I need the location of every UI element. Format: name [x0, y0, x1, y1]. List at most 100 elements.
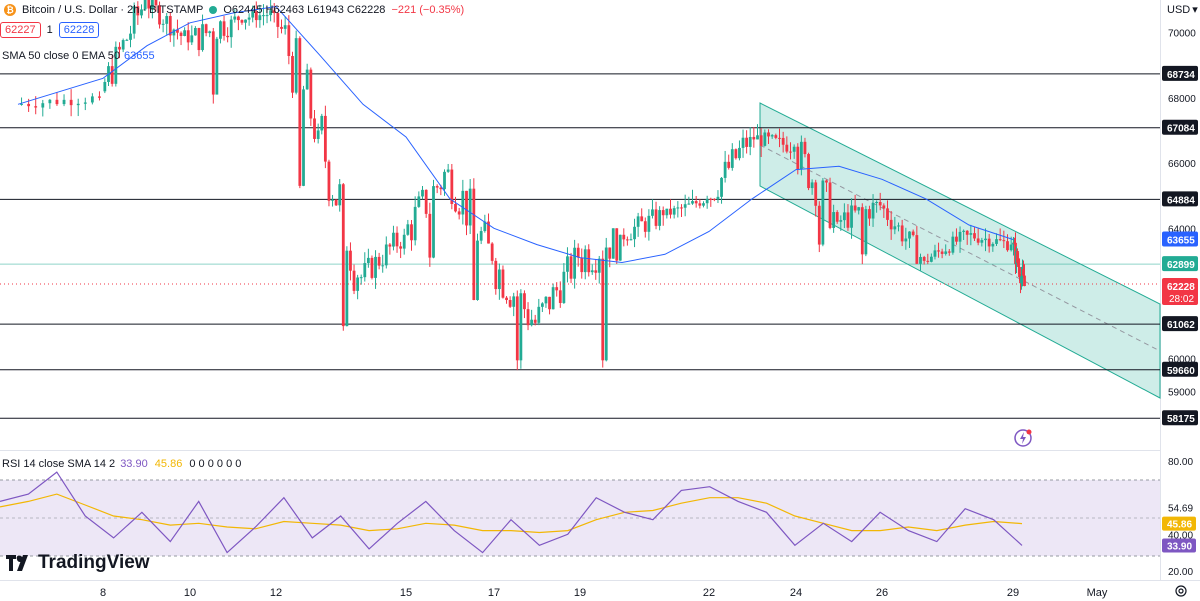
candle-body[interactable] [727, 161, 731, 168]
candle-body[interactable] [287, 25, 291, 57]
candle-body[interactable] [424, 189, 428, 214]
candle-body[interactable] [366, 257, 370, 264]
candle-body[interactable] [864, 209, 868, 255]
candle-body[interactable] [62, 99, 66, 105]
candle-body[interactable] [622, 234, 626, 240]
candle-body[interactable] [853, 205, 857, 211]
candle-body[interactable] [969, 233, 973, 235]
candle-body[interactable] [269, 10, 273, 16]
candle-body[interactable] [413, 206, 417, 241]
candle-body[interactable] [919, 256, 922, 264]
candle-body[interactable] [908, 231, 911, 239]
candle-body[interactable] [1020, 276, 1023, 284]
candle-body[interactable] [211, 31, 215, 95]
candle-body[interactable] [190, 35, 194, 43]
candle-body[interactable] [272, 10, 276, 14]
rsi-ma-line[interactable] [0, 493, 1023, 534]
candle-body[interactable] [483, 221, 487, 232]
candle-body[interactable] [158, 5, 161, 25]
candle-body[interactable] [338, 184, 342, 206]
candle-body[interactable] [254, 11, 258, 21]
candle-body[interactable] [215, 38, 219, 95]
candle-body[interactable] [929, 256, 933, 262]
candle-body[interactable] [683, 204, 687, 208]
candle-body[interactable] [320, 115, 324, 131]
candle-body[interactable] [69, 99, 73, 106]
candle-body[interactable] [48, 99, 52, 104]
candle-body[interactable] [583, 249, 587, 273]
sma-50-line[interactable] [17, 5, 1014, 264]
candle-body[interactable] [136, 6, 140, 16]
candle-body[interactable] [370, 257, 374, 278]
candle-body[interactable] [991, 243, 995, 247]
tradingview-logo[interactable]: TradingView [6, 552, 150, 574]
candle-body[interactable] [540, 303, 544, 307]
candle-body[interactable] [201, 24, 204, 51]
candle-body[interactable] [687, 203, 691, 205]
candle-body[interactable] [558, 290, 562, 303]
candle-body[interactable] [505, 297, 508, 301]
candle-body[interactable] [461, 190, 465, 215]
candle-body[interactable] [878, 201, 882, 206]
candle-body[interactable] [118, 46, 121, 50]
candle-body[interactable] [1009, 244, 1013, 251]
candle-body[interactable] [468, 188, 472, 226]
candle-body[interactable] [377, 256, 381, 266]
candle-body[interactable] [789, 151, 792, 153]
candle-body[interactable] [219, 21, 222, 39]
candle-body[interactable] [537, 306, 541, 323]
candle-body[interactable] [392, 232, 395, 247]
candle-body[interactable] [519, 293, 523, 361]
candle-body[interactable] [933, 250, 937, 257]
candle-body[interactable] [886, 208, 889, 220]
candle-body[interactable] [548, 296, 551, 310]
candle-body[interactable] [90, 96, 94, 103]
candle-body[interactable] [421, 189, 424, 197]
candle-body[interactable] [247, 17, 251, 20]
candle-body[interactable] [730, 149, 734, 168]
candle-body[interactable] [388, 244, 392, 247]
candle-body[interactable] [197, 28, 201, 51]
candle-body[interactable] [41, 103, 45, 108]
candle-body[interactable] [850, 205, 853, 228]
candle-body[interactable] [580, 257, 584, 273]
candle-body[interactable] [601, 258, 605, 361]
candle-body[interactable] [1002, 240, 1006, 242]
candle-body[interactable] [998, 239, 1002, 241]
candle-body[interactable] [1018, 267, 1021, 277]
candle-body[interactable] [955, 236, 958, 242]
candle-body[interactable] [316, 130, 320, 139]
candle-body[interactable] [280, 26, 283, 29]
candle-body[interactable] [435, 186, 439, 188]
candle-body[interactable] [799, 141, 803, 170]
candle-body[interactable] [125, 39, 129, 41]
sell-button[interactable]: 62227 [0, 22, 41, 38]
candle-body[interactable] [770, 135, 774, 137]
candle-body[interactable] [172, 29, 176, 36]
candle-body[interactable] [846, 212, 850, 228]
candle-body[interactable] [594, 270, 598, 273]
candle-body[interactable] [1023, 275, 1026, 287]
candle-body[interactable] [893, 226, 897, 230]
candle-body[interactable] [629, 239, 633, 241]
candle-body[interactable] [915, 235, 919, 264]
candle-body[interactable] [262, 15, 265, 17]
candle-body[interactable] [587, 249, 591, 273]
candle-body[interactable] [472, 188, 476, 300]
candle-body[interactable] [476, 240, 479, 300]
candle-body[interactable] [490, 243, 494, 261]
candle-body[interactable] [143, 0, 147, 10]
candle-body[interactable] [428, 213, 432, 258]
candle-body[interactable] [640, 216, 644, 222]
candle-body[interactable] [501, 269, 505, 298]
candle-body[interactable] [785, 144, 789, 152]
candle-body[interactable] [402, 234, 406, 249]
candle-body[interactable] [569, 256, 573, 279]
candle-body[interactable] [251, 11, 255, 18]
candle-body[interactable] [814, 182, 818, 206]
candle-body[interactable] [417, 196, 421, 207]
candle-body[interactable] [1022, 269, 1025, 276]
candle-body[interactable] [265, 15, 269, 17]
candle-body[interactable] [759, 135, 763, 146]
candle-body[interactable] [454, 203, 457, 212]
